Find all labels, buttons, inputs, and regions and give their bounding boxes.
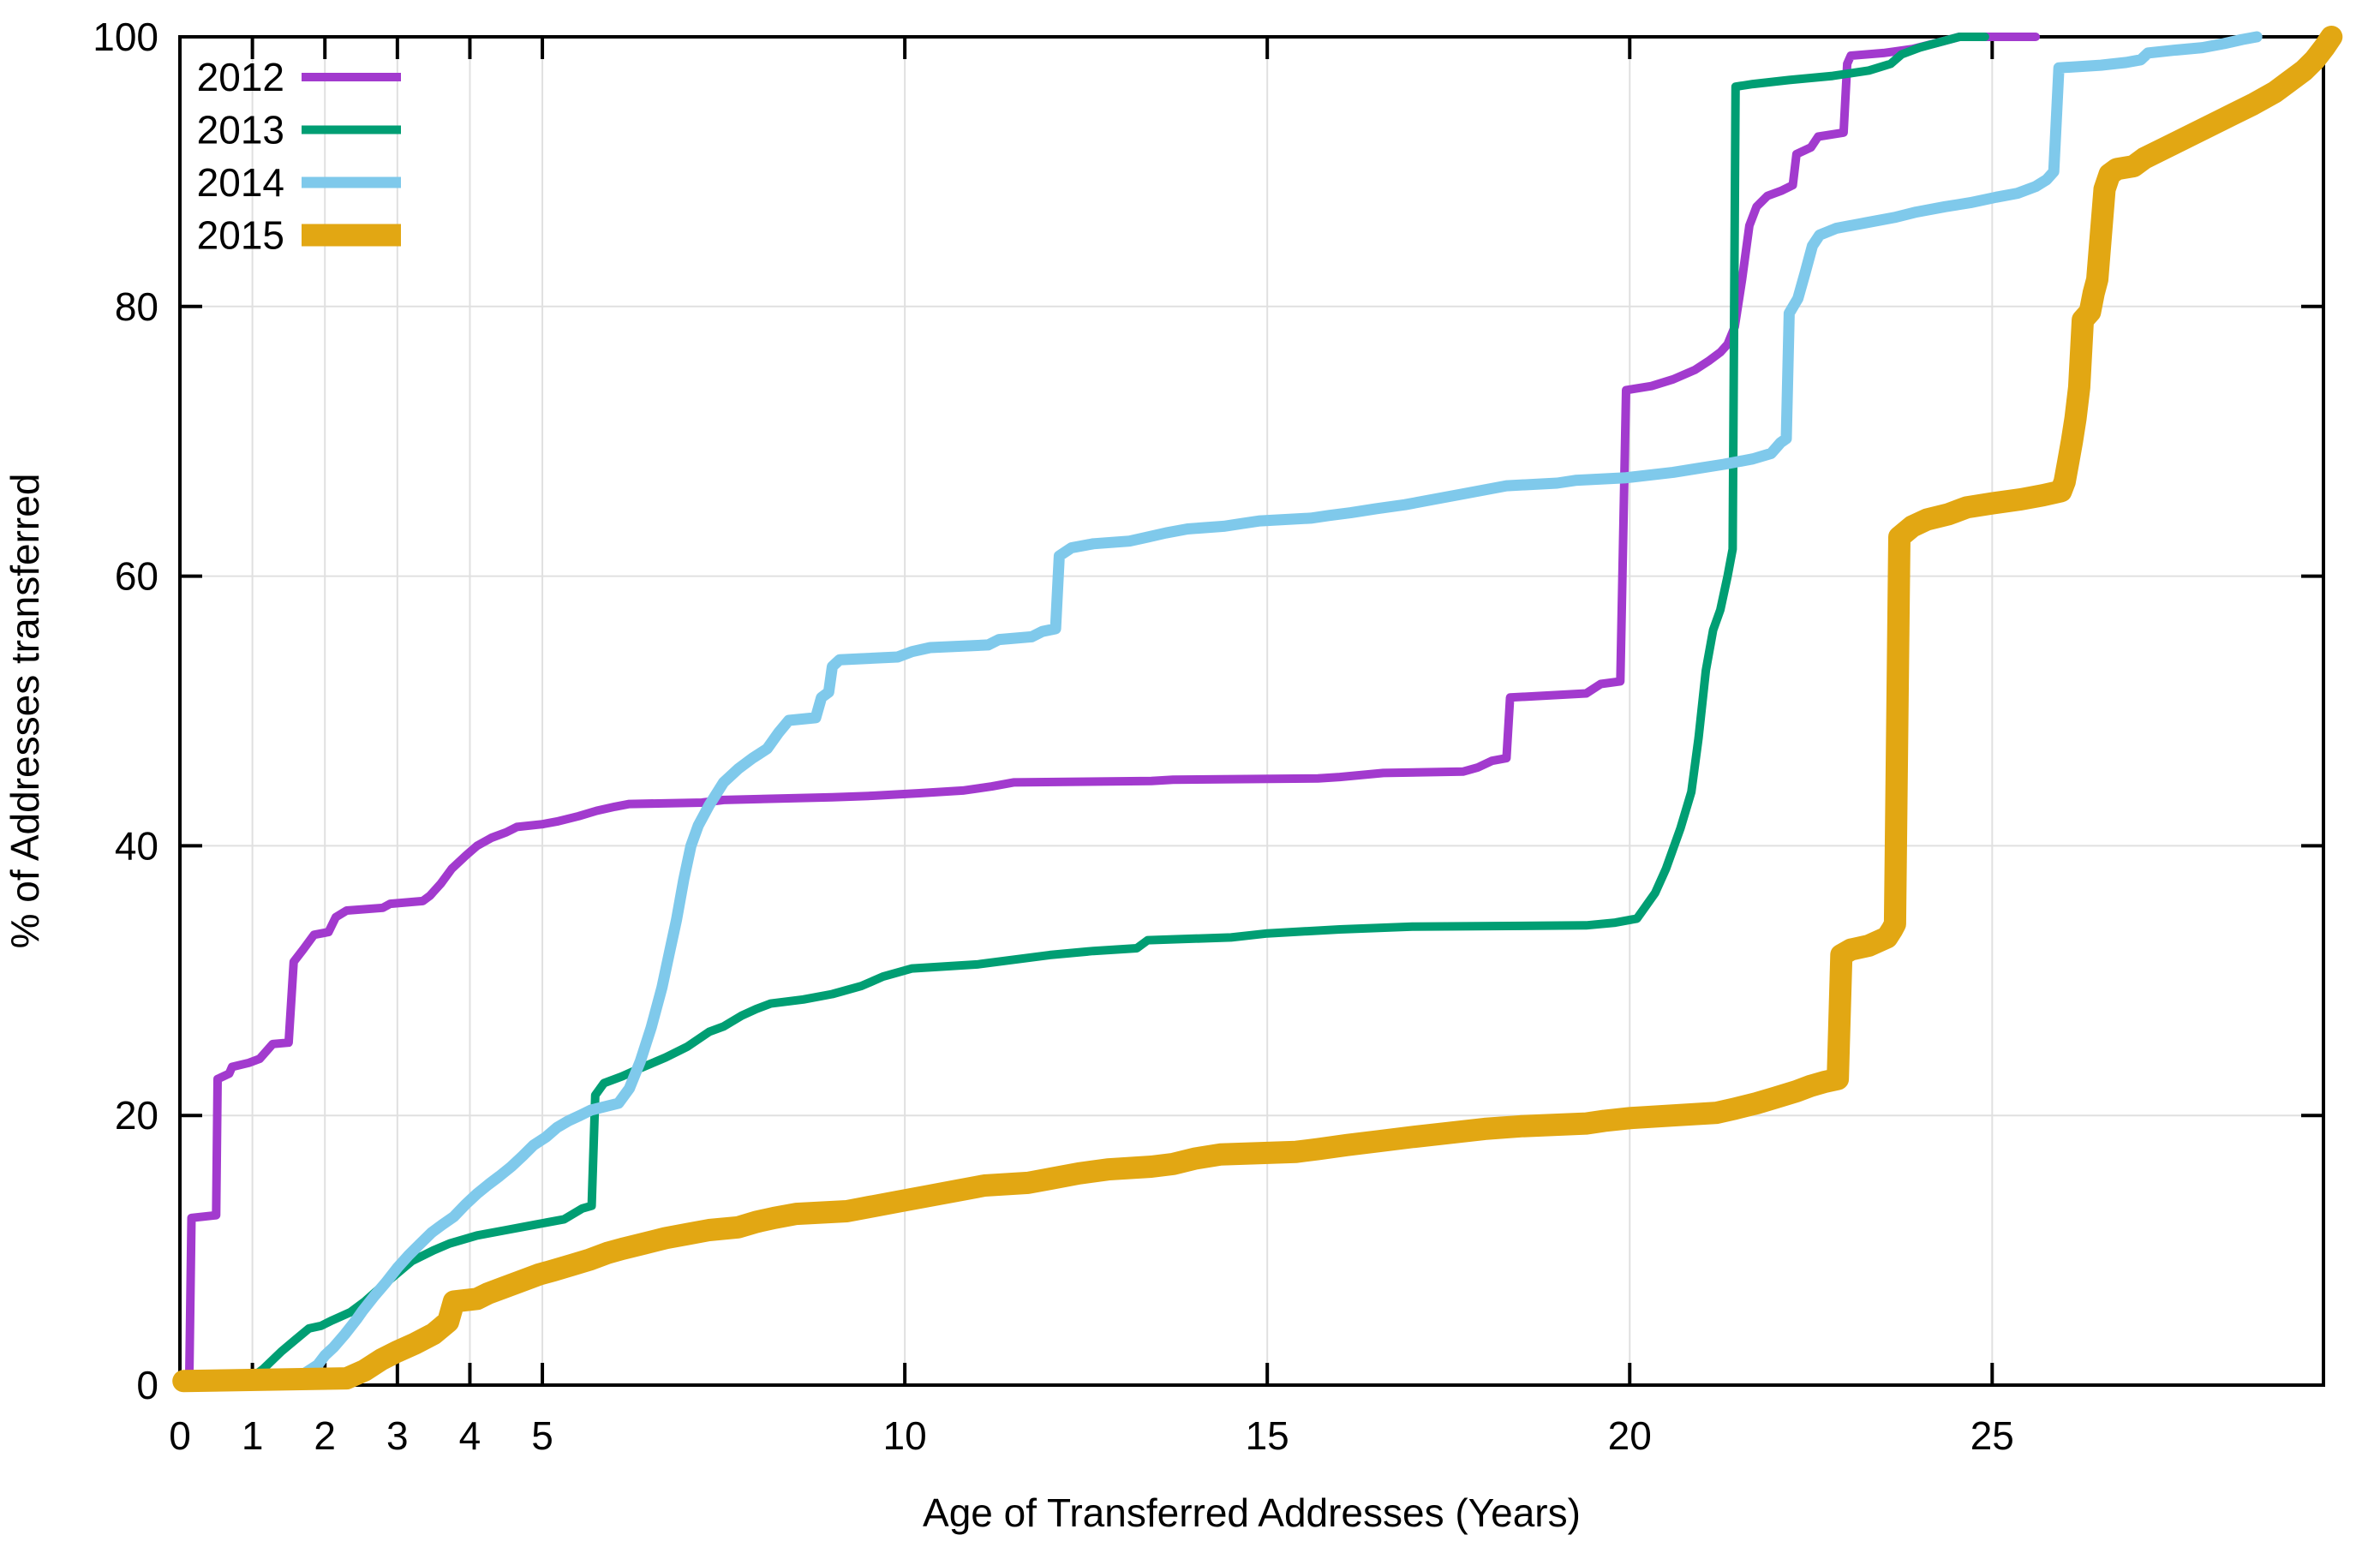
- x-tick-label-3: 3: [386, 1413, 409, 1458]
- x-tick-label-15: 15: [1246, 1413, 1289, 1458]
- x-tick-label-0: 0: [169, 1413, 191, 1458]
- y-axis-title: % of Addresses transferred: [3, 474, 47, 949]
- y-tick-label-40: 40: [115, 823, 158, 868]
- x-tick-label-20: 20: [1608, 1413, 1652, 1458]
- data-series: [172, 26, 2343, 1393]
- x-tick-label-10: 10: [883, 1413, 927, 1458]
- plot-border: [178, 35, 2325, 1387]
- legend-label-2014: 2014: [197, 160, 284, 205]
- series-2012-line: [176, 33, 2041, 1383]
- gridlines: [180, 37, 2323, 1385]
- legend-label-2012: 2012: [197, 55, 284, 99]
- y-tick-label-20: 20: [115, 1093, 158, 1138]
- legend-label-2015: 2015: [197, 213, 284, 258]
- series-2014-line: [297, 31, 2263, 1380]
- x-axis-title: Age of Transferred Addresses (Years): [923, 1490, 1581, 1535]
- x-tick-label-5: 5: [531, 1413, 553, 1458]
- tick-labels: 0 1 2 3 4 5 10 15 20 25 0 20 40 60 80 100: [93, 15, 2014, 1458]
- y-tick-label-80: 80: [115, 284, 158, 329]
- x-tick-label-2: 2: [314, 1413, 336, 1458]
- series-2015-line: [172, 26, 2343, 1393]
- x-tick-label-4: 4: [459, 1413, 481, 1458]
- x-tick-label-1: 1: [242, 1413, 264, 1458]
- axis-ticks: [178, 35, 2323, 1387]
- legend: 2012 2013 2014 2015: [197, 55, 401, 258]
- x-tick-label-25: 25: [1970, 1413, 2014, 1458]
- y-tick-label-0: 0: [136, 1363, 158, 1407]
- legend-label-2013: 2013: [197, 108, 284, 152]
- y-tick-label-100: 100: [93, 15, 158, 59]
- y-tick-label-60: 60: [115, 554, 158, 599]
- plot-frame: [178, 35, 2325, 1387]
